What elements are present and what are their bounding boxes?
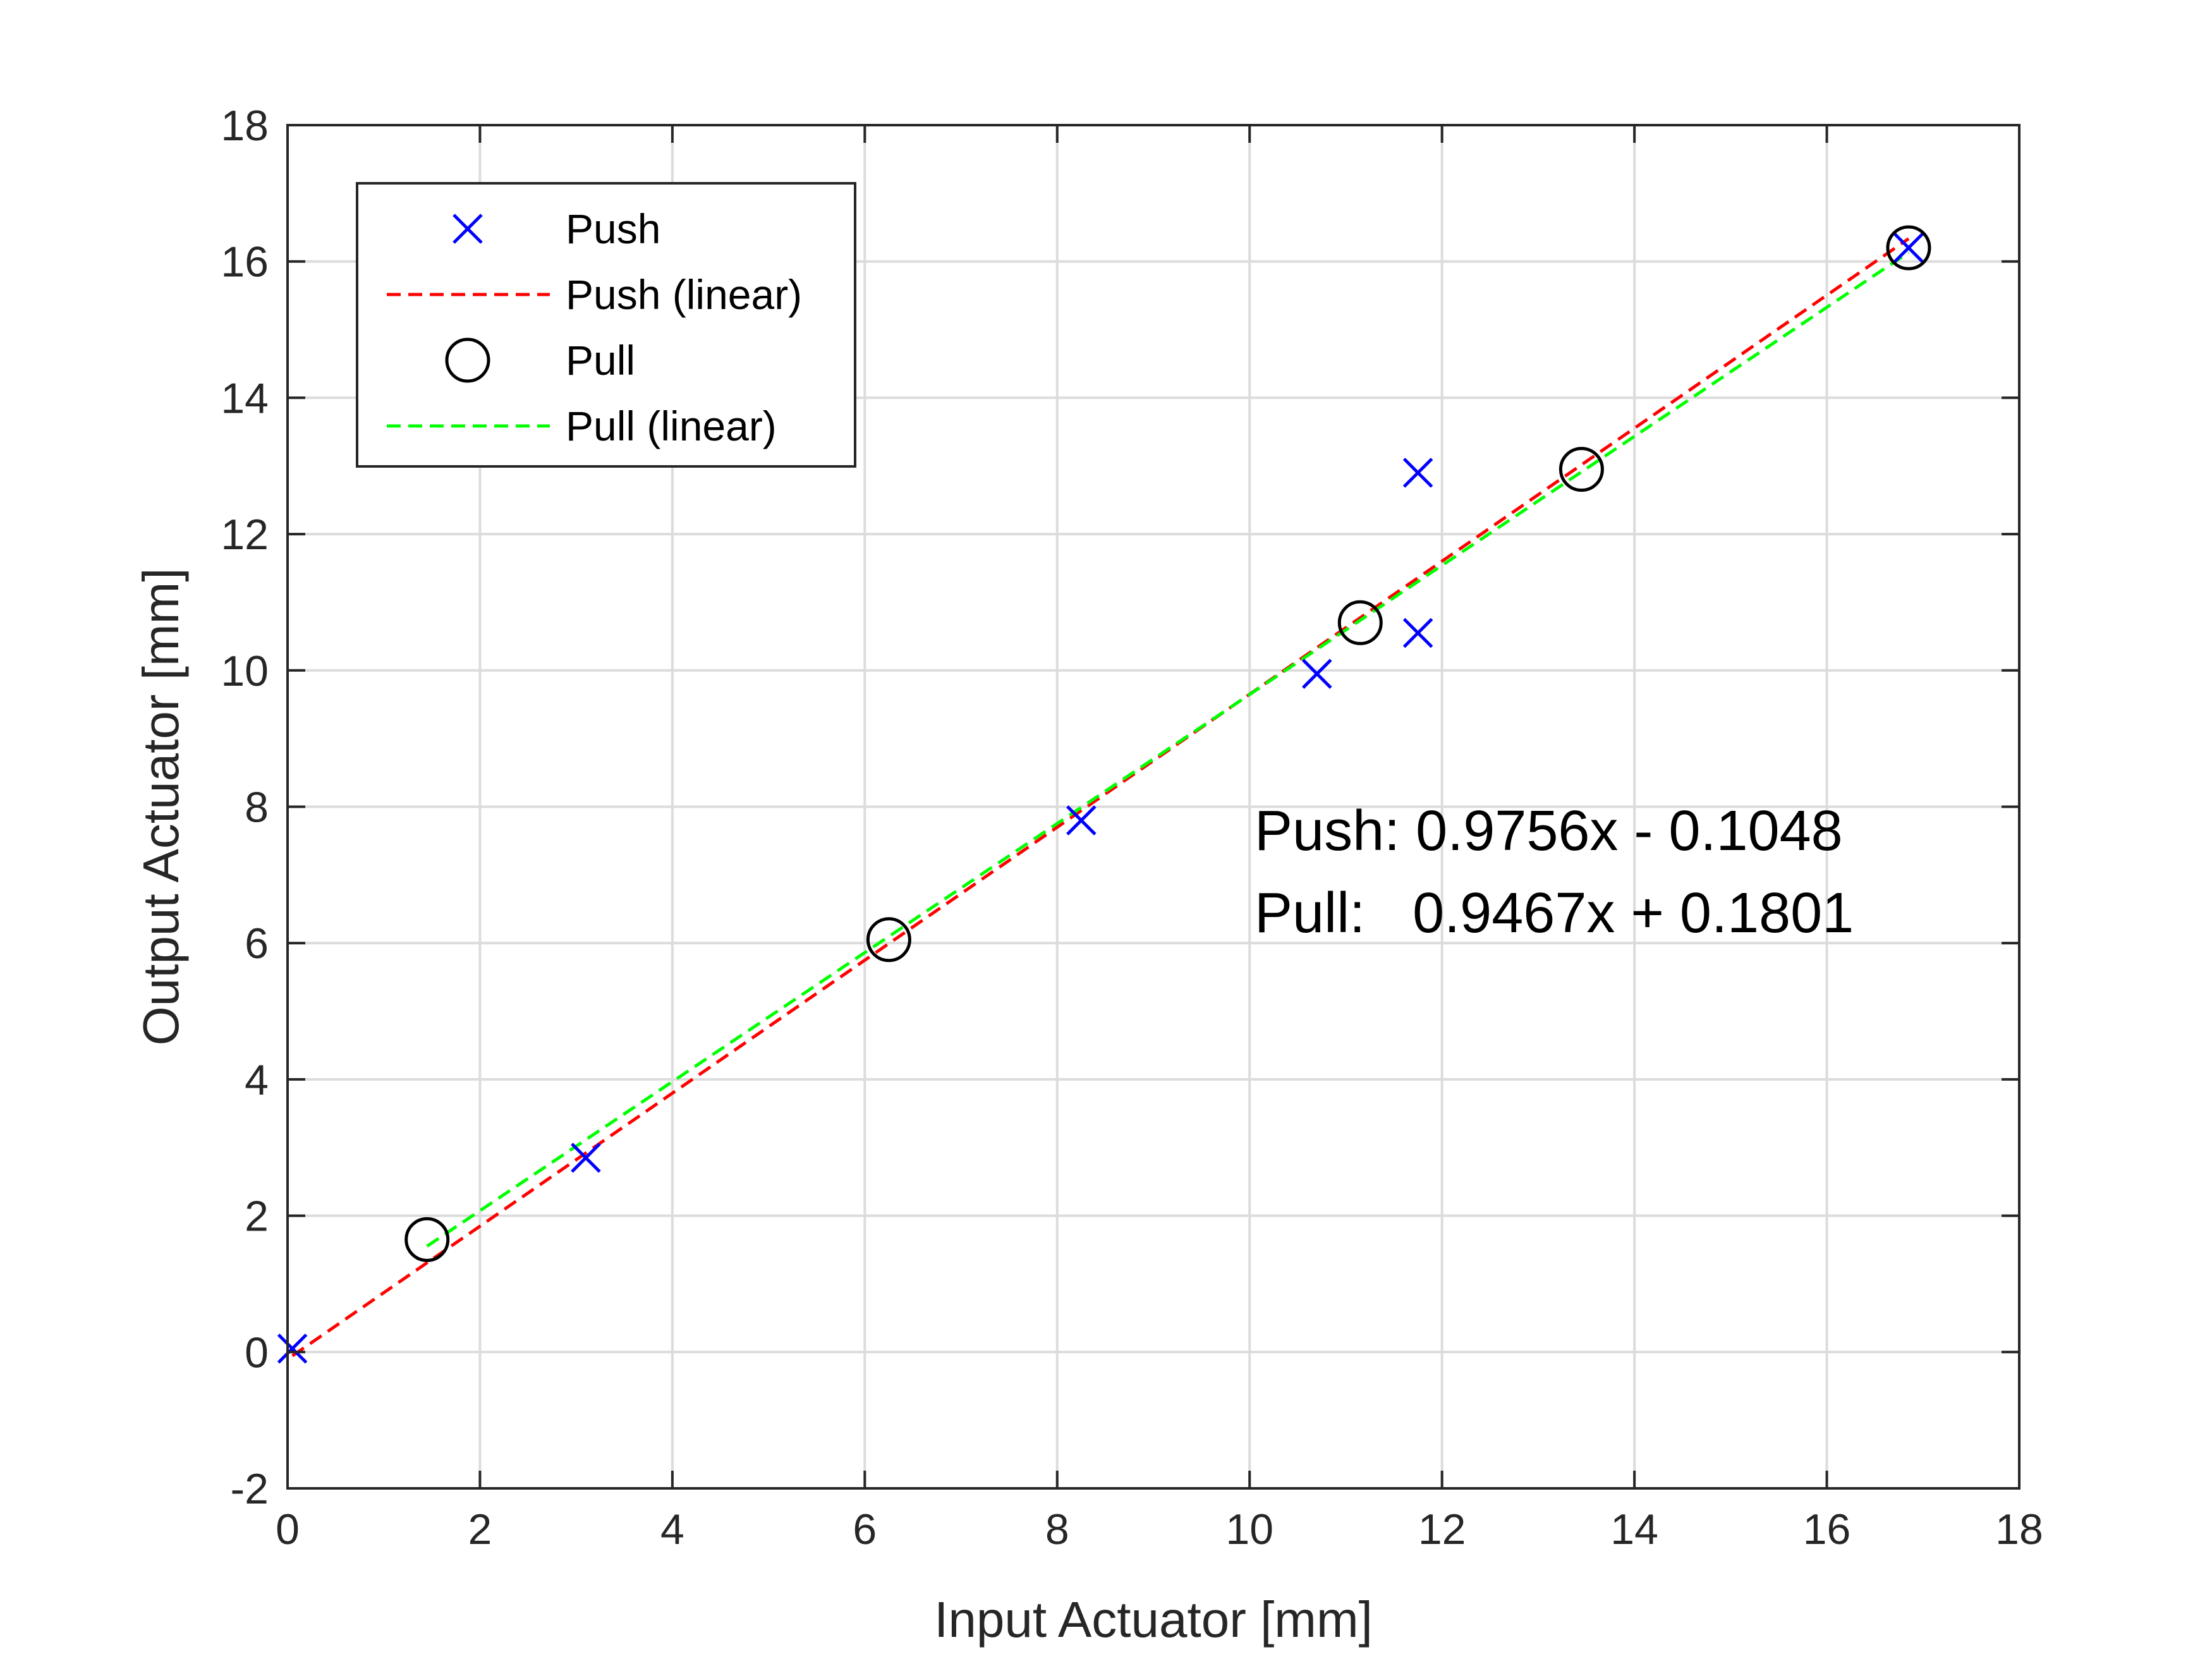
axis-ticks	[286, 124, 2021, 1490]
y-tick-label: -2	[231, 1465, 269, 1513]
x-marker-stroke	[1893, 233, 1924, 263]
y-tick-label: 18	[221, 102, 269, 150]
pull-equation: Pull: 0.9467x + 0.1801	[1255, 882, 1854, 945]
x-marker-stroke	[1402, 617, 1433, 648]
x-marker-stroke	[1066, 805, 1097, 836]
pull-point	[1886, 225, 1931, 270]
x-marker-stroke	[571, 1143, 601, 1173]
push-point	[571, 1143, 601, 1173]
x-tick-label: 2	[468, 1505, 492, 1553]
push-point	[1402, 617, 1433, 648]
push-point	[1893, 233, 1924, 263]
y-tick-label: 8	[245, 784, 269, 832]
y-tick-label: 16	[221, 238, 269, 286]
x-tick-label: 4	[660, 1505, 684, 1553]
pull-point	[866, 917, 911, 963]
x-tick-label: 10	[1225, 1505, 1273, 1553]
x-marker-stroke	[1402, 458, 1433, 488]
grid	[288, 125, 2019, 1488]
push-linear-fit-line	[291, 237, 1910, 1358]
x-tick-label: 12	[1418, 1505, 1466, 1553]
data-markers	[277, 225, 1931, 1364]
y-tick-label: 6	[245, 920, 269, 968]
x-tick-label: 0	[276, 1505, 300, 1553]
y-tick-label: 2	[245, 1193, 269, 1241]
x-axis-label: Input Actuator [mm]	[934, 1591, 1373, 1648]
push-point	[1402, 458, 1433, 488]
y-axis-label: Output Actuator [mm]	[133, 568, 189, 1046]
x-tick-label: 6	[853, 1505, 877, 1553]
legend-label: Pull	[566, 337, 635, 384]
push-point	[277, 1334, 308, 1364]
legend-label: Pull (linear)	[566, 403, 777, 449]
pull-point	[404, 1217, 450, 1262]
y-tick-label: 12	[221, 511, 269, 559]
legend: Push Push (linear) Pull Pull (linear)	[356, 182, 856, 468]
pull-point	[1559, 447, 1604, 492]
x-tick-label: 8	[1045, 1505, 1069, 1553]
legend-label: Push	[566, 205, 660, 252]
legend-label: Push (linear)	[566, 271, 802, 318]
x-tick-label: 18	[1995, 1505, 2043, 1553]
push-point	[1066, 805, 1097, 836]
x-marker-stroke	[277, 1334, 308, 1364]
y-tick-label: 4	[245, 1056, 269, 1104]
fit-lines	[291, 237, 1910, 1358]
push-equation: Push: 0.9756x - 0.1048	[1255, 799, 1843, 863]
y-tick-label: 0	[245, 1328, 269, 1376]
legend-symbol-push	[453, 214, 483, 244]
y-tick-label: 14	[221, 374, 269, 422]
pull-point	[1337, 600, 1383, 645]
legend-box	[356, 182, 856, 468]
x-tick-label: 14	[1610, 1505, 1658, 1553]
x-marker-stroke	[1302, 659, 1332, 689]
legend-symbol-pull	[445, 337, 490, 383]
fit-equations: Push: 0.9756x - 0.1048 Pull: 0.9467x + 0…	[1255, 799, 1854, 945]
pull-linear-fit-line	[426, 251, 1910, 1248]
y-tick-label: 10	[221, 647, 269, 695]
x-tick-label: 16	[1803, 1505, 1851, 1553]
x-marker-stroke	[453, 214, 483, 244]
push-point	[1302, 659, 1332, 689]
